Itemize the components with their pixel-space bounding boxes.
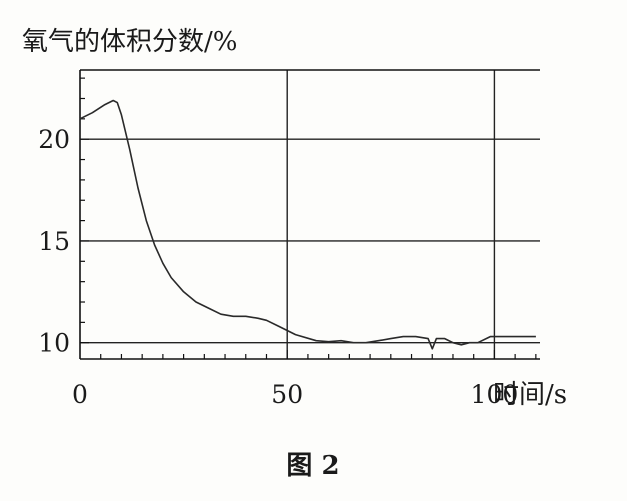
axes: [79, 69, 540, 360]
x-tick-label-100: 100: [471, 380, 519, 409]
y-tick-label-20: 20: [38, 125, 70, 154]
y-tick-label-15: 15: [38, 227, 70, 256]
y-tick-label-10: 10: [38, 329, 70, 358]
grid-lines: [80, 70, 540, 359]
x-axis-label: 时间/s: [493, 380, 567, 410]
tick-labels: 10 15 20 0 50 100: [38, 125, 518, 409]
figure-caption: 图 2: [286, 451, 339, 481]
y-axis-label: 氧气的体积分数/%: [22, 27, 237, 57]
data-series: [79, 99, 536, 350]
x-tick-label-50: 50: [271, 380, 303, 409]
series-line-0: [79, 99, 536, 350]
x-tick-label-0: 0: [72, 380, 88, 409]
